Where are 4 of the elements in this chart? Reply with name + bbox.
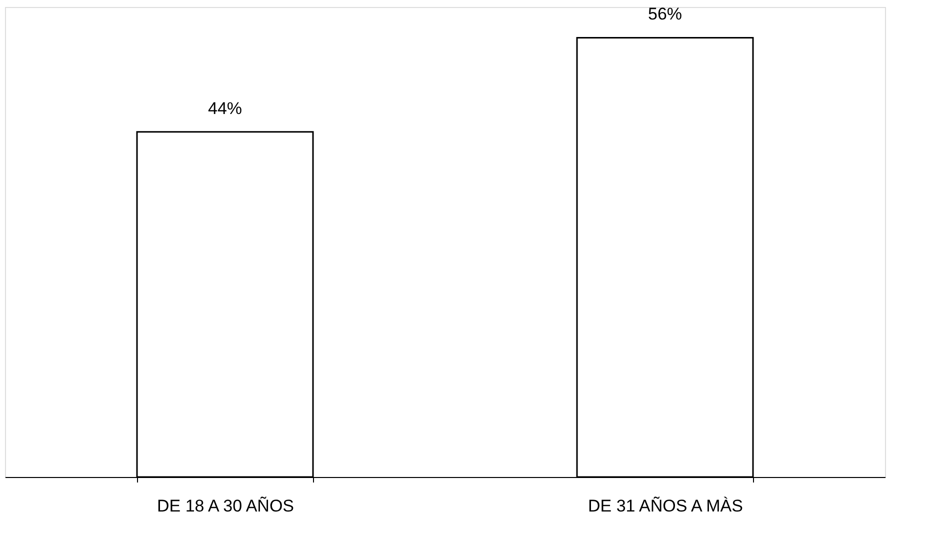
- x-tick-label: DE 31 AÑOS A MÀS: [588, 496, 743, 516]
- data-label: 56%: [648, 4, 682, 24]
- data-label: 44%: [208, 98, 242, 118]
- x-tick-label: DE 18 A 30 AÑOS: [156, 496, 294, 516]
